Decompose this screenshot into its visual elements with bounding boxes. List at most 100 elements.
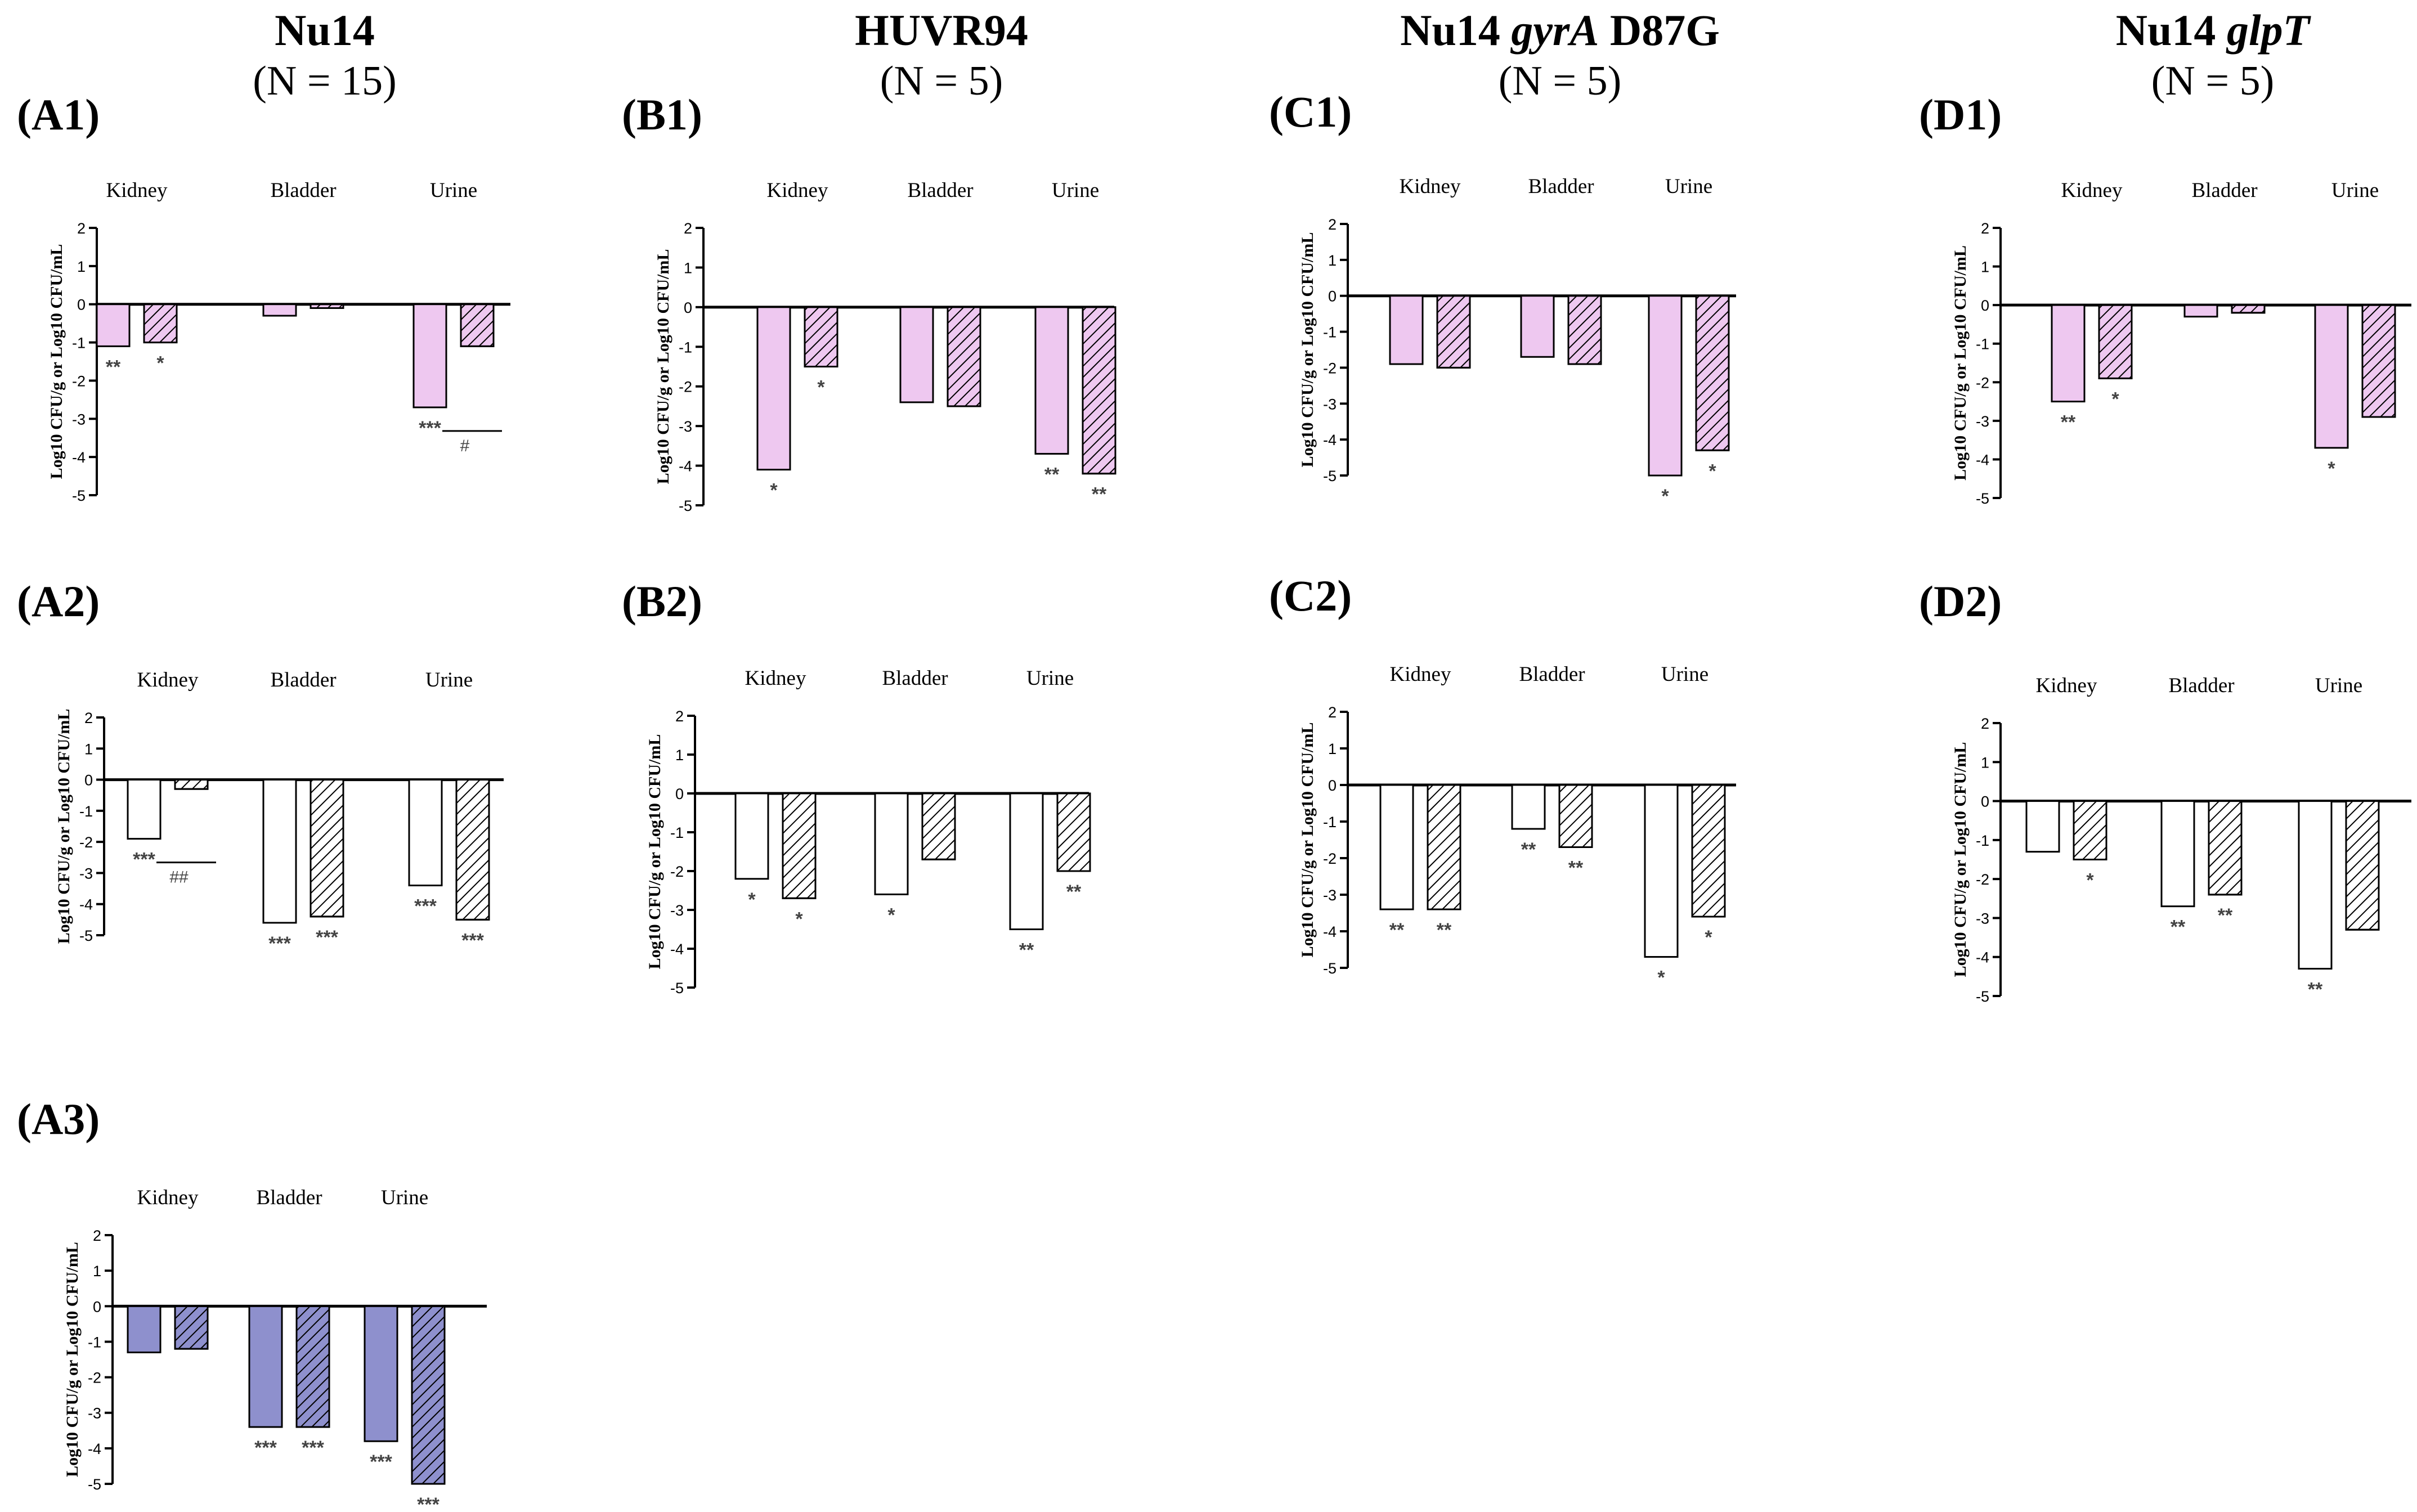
y-axis-label: Log10 CFU/g or Log10 CFU/mL	[1298, 723, 1317, 958]
y-tick-label: -4	[670, 941, 684, 958]
y-tick-label: -5	[1323, 468, 1337, 484]
y-tick-label: 1	[1328, 741, 1337, 757]
significance-label: ***	[254, 1437, 277, 1459]
bar-hatch-overlay	[174, 1305, 209, 1350]
bar-solid	[1379, 784, 1414, 910]
bar-solid	[1520, 295, 1555, 358]
bar-solid	[2051, 304, 2086, 403]
bar-hatch-overlay	[1427, 784, 1461, 910]
bar-solid	[127, 779, 162, 840]
y-tick-label: 2	[675, 708, 684, 725]
y-tick-label: -3	[1976, 413, 1989, 430]
y-tick-label: 1	[93, 1263, 101, 1280]
category-label: Bladder	[882, 667, 948, 690]
category-label: Kidney	[2036, 674, 2097, 697]
bar-solid	[364, 1305, 398, 1442]
y-tick-label: 0	[1981, 297, 1989, 314]
y-tick-label: -2	[79, 834, 93, 851]
category-label: Urine	[430, 179, 477, 202]
y-tick-label: -1	[72, 335, 86, 352]
y-tick-label: -3	[1323, 887, 1337, 904]
bar-hatch-overlay	[2361, 304, 2396, 418]
significance-label: **	[1044, 464, 1060, 485]
y-axis-label: Log10 CFU/g or Log10 CFU/mL	[645, 734, 664, 970]
y-tick-label: -5	[79, 927, 93, 944]
y-tick-label: 0	[1981, 793, 1989, 810]
y-tick-label: -4	[1976, 451, 1989, 468]
bar-solid	[756, 306, 791, 471]
y-tick-label: -4	[88, 1441, 101, 1457]
panel-a2: (A2) 2 1 0 -1 -2 -3 -4 -5 Log10 CFU/g or Log10 CF…	[17, 577, 504, 954]
bar-solid	[248, 1305, 283, 1428]
y-tick-label: -1	[679, 339, 692, 356]
y-axis-label: Log10 CFU/g or Log10 CFU/mL	[55, 709, 73, 944]
panel-label: (A2)	[17, 577, 100, 626]
y-tick-label: -4	[79, 896, 93, 913]
column-title-c: Nu14 gyrA D87G	[1400, 6, 1720, 55]
y-tick-label: -1	[1323, 814, 1337, 831]
significance-label: *	[887, 904, 895, 926]
y-tick-label: -1	[1976, 336, 1989, 353]
bar-solid	[2025, 800, 2060, 853]
y-tick-label: -3	[79, 865, 93, 882]
significance-label: ***	[268, 933, 291, 954]
bar-solid	[1009, 792, 1044, 930]
bar-hatch-overlay	[804, 306, 838, 367]
panel-label: (B1)	[622, 90, 702, 139]
category-label: Urine	[381, 1186, 428, 1209]
y-tick-label: -5	[670, 980, 684, 997]
y-tick-label: 2	[77, 220, 86, 237]
y-tick-label: -1	[670, 824, 684, 841]
significance-label: **	[2171, 917, 2186, 938]
y-tick-label: -2	[1323, 850, 1337, 867]
bar-solid	[1034, 306, 1069, 455]
bar-hatch-overlay	[411, 1305, 446, 1485]
bar-solid	[96, 303, 131, 347]
y-tick-label: 2	[1981, 715, 1989, 732]
significance-label: ***	[461, 930, 484, 951]
column-title-a: Nu14	[275, 6, 375, 55]
bar-hatch-overlay	[1567, 295, 1602, 365]
significance-label: ***	[419, 418, 441, 439]
comparison-symbol: #	[460, 437, 470, 455]
bar-hatch-overlay	[174, 779, 209, 790]
significance-label: *	[817, 377, 825, 398]
y-tick-label: -1	[88, 1334, 101, 1351]
bar-solid	[734, 792, 769, 880]
y-tick-label: 2	[84, 710, 93, 726]
comparison-symbol: ##	[169, 868, 189, 887]
bar-hatch-overlay	[1436, 295, 1471, 369]
bar-hatch-overlay	[921, 792, 956, 860]
panel-b1: (B1) 2 1 0 -1 -2 -3 -4 -5 Log10 CFU/g or Log10 CF…	[622, 90, 1116, 514]
y-tick-label: -4	[679, 458, 692, 475]
significance-label: **	[1092, 484, 1107, 505]
y-tick-label: -2	[1976, 871, 1989, 888]
significance-label: ***	[370, 1451, 392, 1473]
y-tick-label: 0	[1328, 777, 1337, 794]
bar-solid	[2314, 304, 2349, 449]
y-tick-label: -3	[670, 902, 684, 919]
bar-hatch-overlay	[455, 779, 490, 921]
bar-solid	[899, 306, 934, 403]
panel-label: (D1)	[1919, 90, 2002, 139]
y-tick-label: 1	[84, 741, 93, 757]
category-label: Urine	[425, 668, 473, 692]
panel-label: (A1)	[17, 90, 100, 139]
y-tick-label: 1	[77, 258, 86, 275]
bar-solid	[2298, 800, 2333, 970]
column-n-d: (N = 5)	[2151, 58, 2274, 104]
bar-hatch-overlay	[1691, 784, 1726, 918]
significance-label: **	[1521, 839, 1536, 860]
bar-hatch-overlay	[143, 303, 178, 344]
category-label: Urine	[1665, 175, 1712, 198]
category-label: Kidney	[137, 668, 199, 692]
category-label: Bladder	[270, 668, 336, 692]
column-n-c: (N = 5)	[1499, 58, 1621, 104]
column-title-b: HUVR94	[855, 6, 1028, 55]
significance-label: ***	[133, 849, 155, 871]
significance-label: **	[2308, 979, 2323, 1000]
significance-label: ***	[417, 1494, 440, 1512]
bar-solid	[412, 303, 447, 409]
category-label: Kidney	[1400, 175, 1461, 198]
